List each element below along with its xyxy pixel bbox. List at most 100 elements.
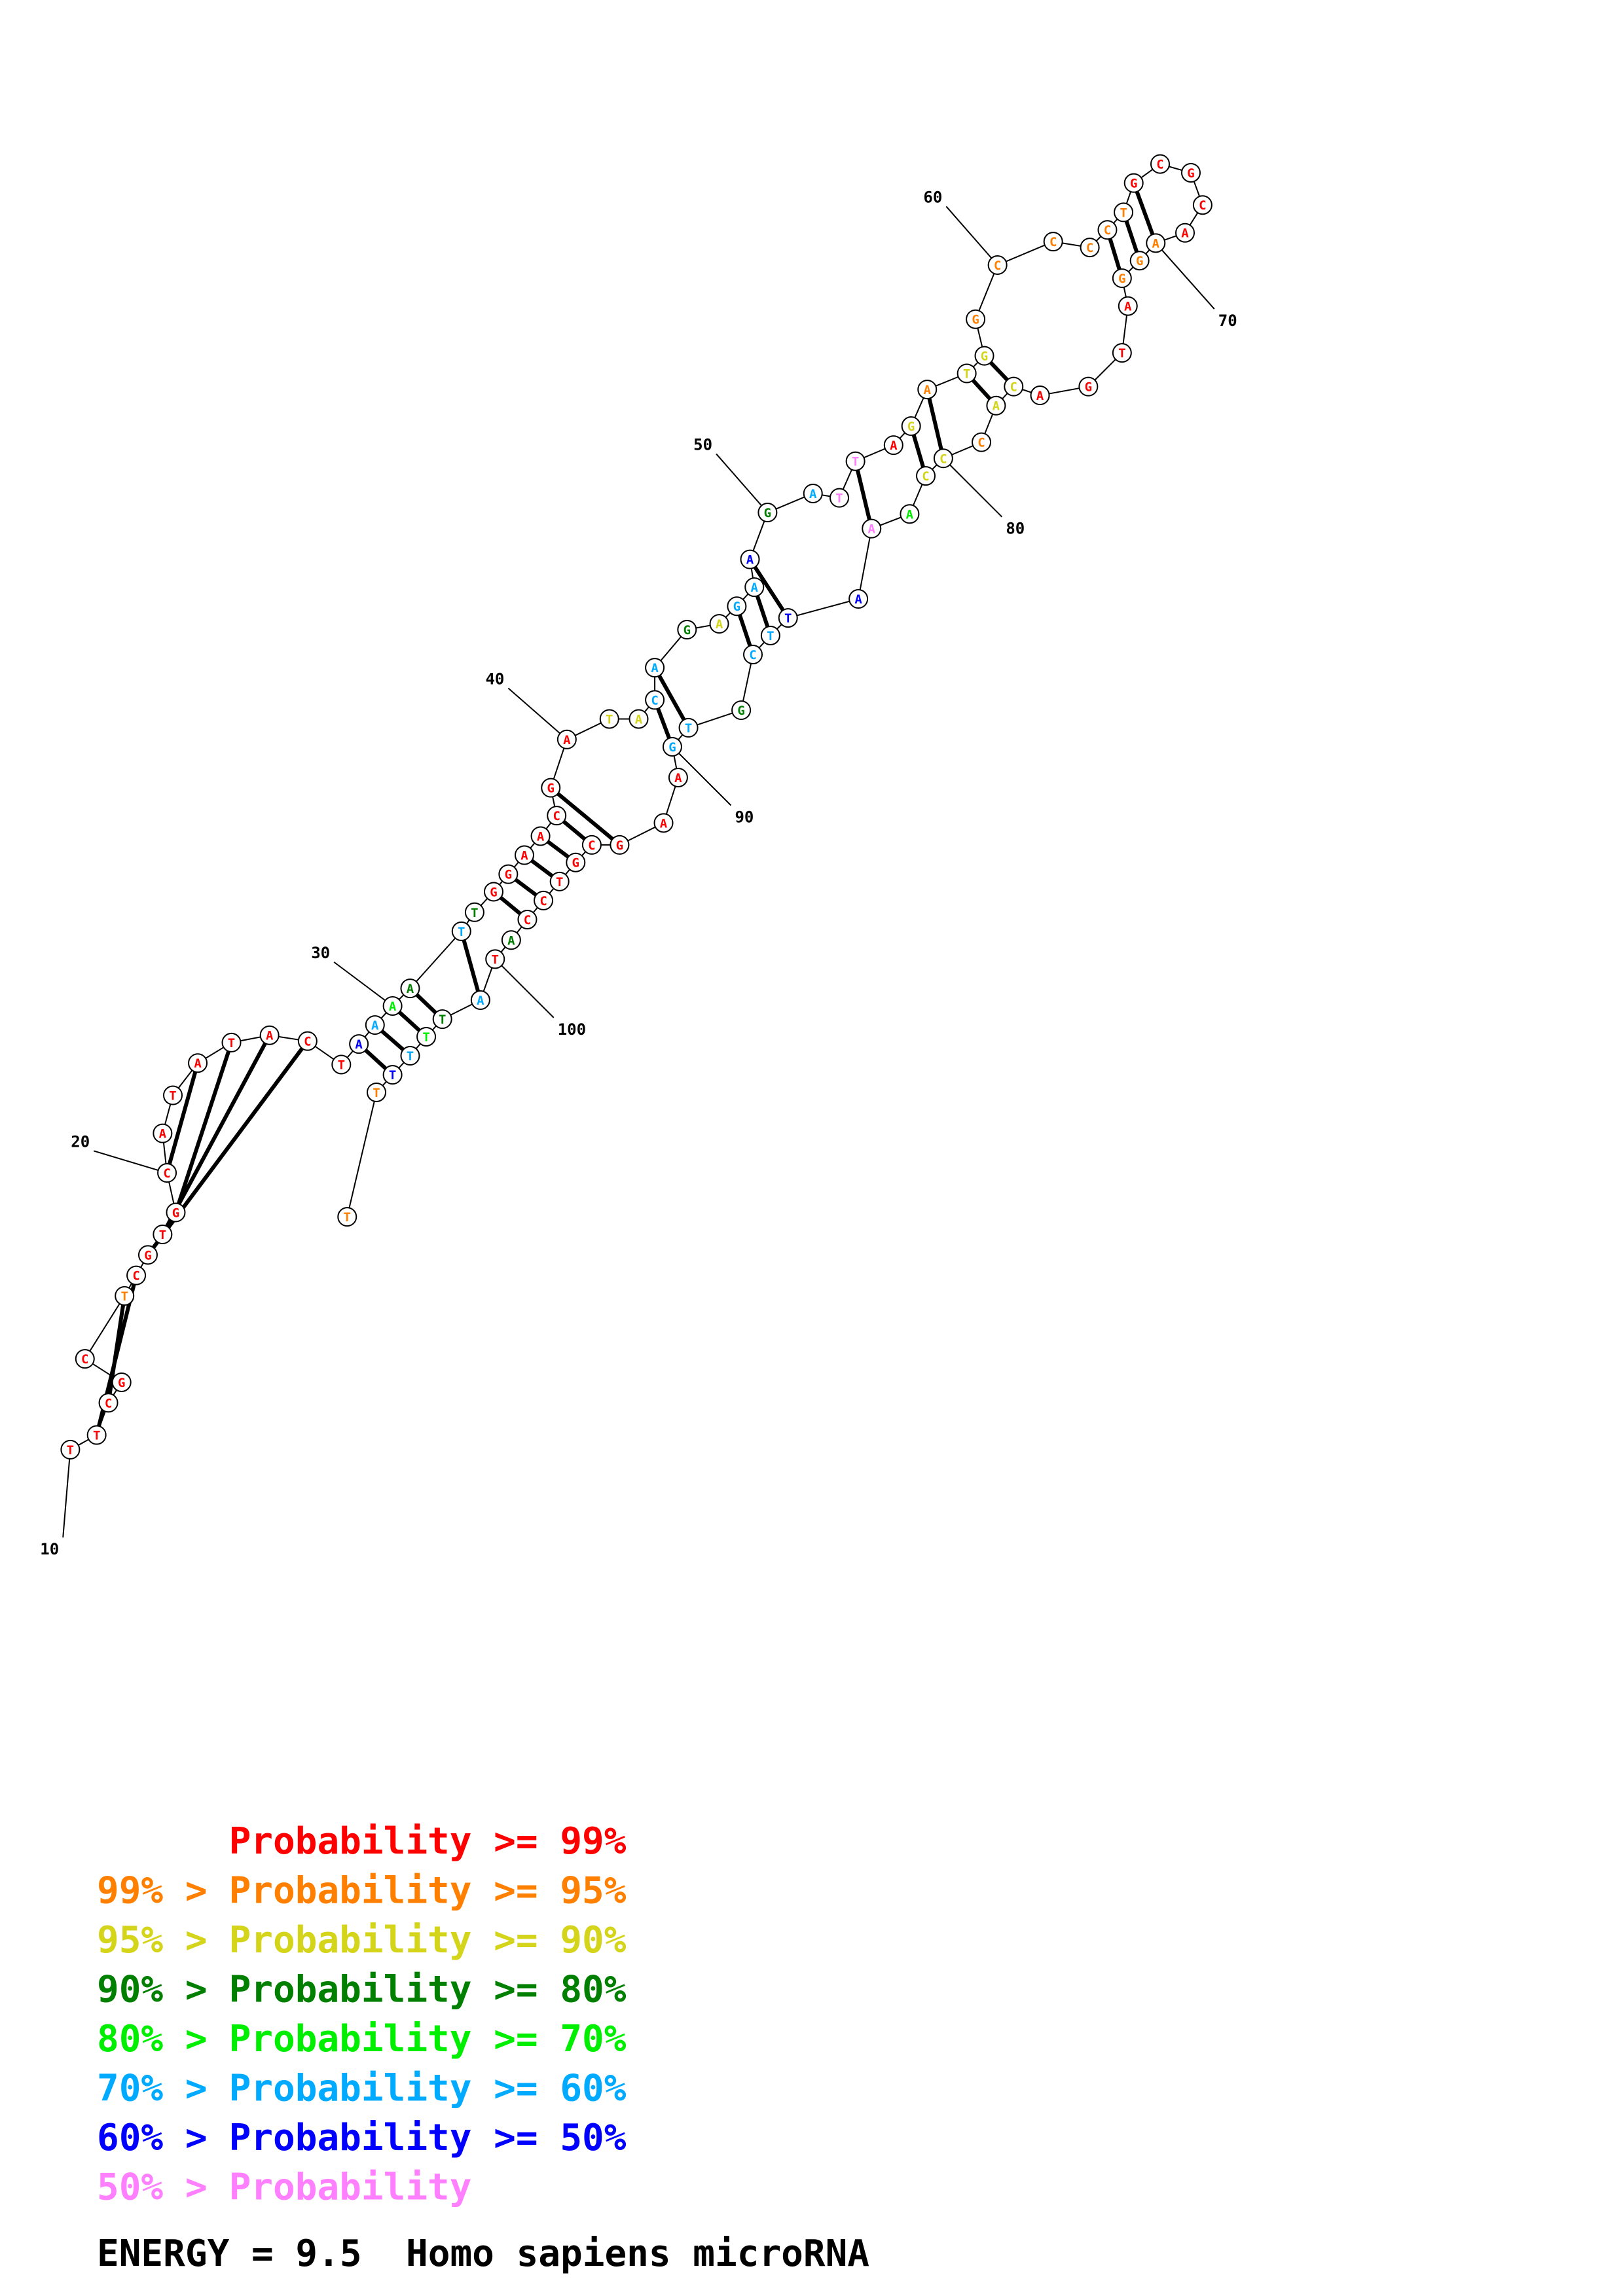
nucleotide-letter: A	[355, 1037, 363, 1052]
legend-prefix: 80% >	[97, 2018, 229, 2060]
nucleotide: C	[743, 645, 763, 665]
nucleotide-letter: G	[972, 313, 979, 327]
nucleotide-letter: G	[1136, 254, 1143, 268]
nucleotide-letter: T	[685, 721, 692, 736]
nucleotide-circle	[917, 380, 938, 400]
nucleotide-circle	[137, 1245, 158, 1265]
nucleotide-circle	[668, 767, 688, 787]
legend-prefix: 60% >	[97, 2117, 229, 2159]
nucleotide-circle	[1112, 343, 1132, 363]
nucleotide-circle	[986, 395, 1006, 416]
nucleotide-letter: C	[922, 469, 929, 484]
nucleotide: C	[933, 448, 953, 469]
nucleotide: T	[549, 871, 570, 891]
tick-label: 30	[311, 944, 330, 962]
nucleotide: A	[1118, 296, 1138, 316]
legend-prefix: 70% >	[97, 2068, 229, 2110]
nucleotide-circle	[757, 503, 778, 523]
nucleotide-letter: A	[635, 712, 643, 726]
nucleotide: C	[1150, 154, 1170, 174]
nucleotide-letter: G	[1130, 177, 1137, 191]
tick-leader-line	[507, 687, 568, 740]
legend-prefix: 99% >	[97, 1870, 229, 1912]
nucleotide-circle	[581, 834, 602, 855]
nucleotide-circle	[547, 806, 567, 826]
nucleotide-letter: A	[371, 1018, 379, 1033]
nucleotide-letter: G	[1187, 166, 1194, 181]
tick-leader-line	[494, 958, 555, 1018]
nucleotide-circle	[760, 625, 780, 645]
nucleotide-circle	[1123, 173, 1144, 193]
nucleotide-letter: A	[746, 553, 754, 567]
nucleotide-letter: T	[159, 1228, 166, 1242]
nucleotide-circle	[1192, 195, 1213, 215]
legend-entry: 95% > Probability >= 90%	[97, 1919, 627, 1962]
nucleotide: G	[677, 620, 697, 640]
nucleotide: C	[297, 1031, 318, 1051]
nucleotide-letter: G	[172, 1206, 179, 1220]
nucleotide-letter: G	[737, 704, 744, 718]
nucleotide-circle	[662, 736, 682, 757]
base-pair-line	[653, 666, 691, 729]
nucleotide-circle	[957, 363, 977, 384]
nucleotide-letter: C	[977, 436, 985, 450]
nucleotide-letter: A	[674, 771, 682, 785]
nucleotide-letter: T	[169, 1088, 176, 1103]
nucleotide-letter: G	[144, 1248, 151, 1263]
nucleotide-letter: T	[963, 367, 970, 381]
position-ticks: 10 20 30 40 50 60 70 80 90 100	[40, 188, 1237, 1558]
tick-label: 50	[693, 436, 712, 454]
nucleotide-circle	[845, 451, 866, 471]
nucleotide: A	[848, 589, 869, 609]
nucleotide-letter: G	[684, 623, 691, 637]
nucleotide-letter: C	[1049, 235, 1057, 249]
nucleotide: C	[98, 1393, 119, 1413]
nucleotide-circle	[126, 1265, 147, 1285]
nucleotide-letter: G	[733, 600, 740, 614]
nucleotide: C	[157, 1163, 177, 1183]
nucleotide-circle	[86, 1425, 107, 1445]
nucleotide-circle	[349, 1034, 369, 1054]
nucleotide-circle	[367, 1082, 387, 1102]
nucleotide-letter: C	[553, 809, 560, 823]
nucleotide-letter: A	[716, 617, 723, 632]
nucleotide-letter: A	[924, 383, 932, 397]
nucleotide-letter: T	[556, 875, 563, 889]
nucleotide-circle	[75, 1349, 95, 1369]
nucleotide: C	[1097, 220, 1118, 240]
nucleotide-circle	[1118, 296, 1138, 316]
base-pair-line	[748, 558, 790, 619]
nucleotide-letter: C	[132, 1269, 139, 1283]
tick-leader-line	[1155, 242, 1215, 310]
nucleotide-circle	[221, 1032, 242, 1052]
nucleotide-letter: T	[389, 1068, 396, 1083]
nucleotide-letter: A	[890, 439, 898, 453]
nucleotide: A	[883, 435, 903, 456]
nucleotide-circle	[400, 1046, 420, 1066]
nucleotide: A	[862, 518, 882, 539]
nucleotide-letter: C	[105, 1396, 112, 1410]
nucleotide: A	[744, 577, 765, 598]
nucleotide-circle	[900, 504, 920, 524]
nucleotide: T	[153, 1224, 173, 1244]
nucleotide-letter: T	[492, 952, 499, 967]
nucleotide-letter: T	[228, 1036, 235, 1050]
nucleotide-letter: C	[81, 1352, 88, 1367]
nucleotide-letter: C	[1086, 241, 1093, 255]
nucleotide-letter: C	[588, 838, 595, 853]
nucleotide: A	[188, 1053, 208, 1073]
nucleotide-letter: A	[660, 816, 668, 831]
backbone-segment	[346, 1092, 377, 1217]
nucleotide-letter: G	[490, 885, 497, 899]
nucleotide-circle	[1097, 220, 1118, 240]
nucleotide-letter: T	[606, 712, 613, 726]
legend-label: Probability >= 80%	[229, 1969, 627, 2011]
nucleotide-letter: A	[751, 581, 759, 595]
nucleotide-letter: T	[767, 629, 774, 643]
nucleotide-circle	[541, 778, 561, 798]
nucleotide-circle	[498, 864, 519, 884]
legend-entry: Probability >= 99%	[229, 1820, 627, 1863]
nucleotide-circle	[111, 1372, 132, 1392]
nucleotide-letter: G	[981, 350, 988, 364]
nucleotide-circle	[933, 448, 953, 469]
